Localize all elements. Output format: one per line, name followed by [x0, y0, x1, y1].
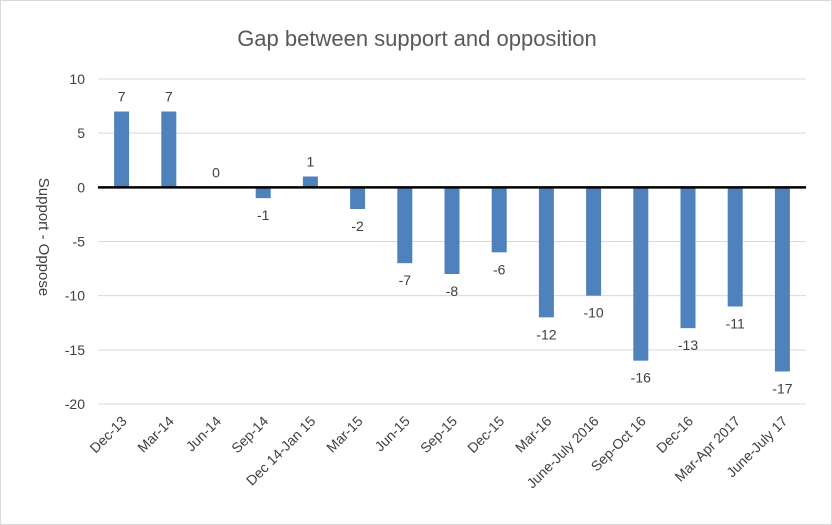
x-tick-label: Sep-14: [228, 413, 271, 456]
bar: [680, 187, 696, 329]
chart-title: Gap between support and opposition: [237, 26, 597, 51]
data-label: -16: [631, 370, 651, 386]
data-label: -11: [726, 316, 745, 332]
data-label: -6: [493, 261, 506, 277]
x-tick-label: Mar-16: [512, 413, 555, 456]
bar: [114, 111, 130, 188]
bar: [302, 176, 318, 188]
x-tick-label: Dec-13: [86, 413, 129, 456]
data-label: 7: [165, 89, 173, 105]
bar: [491, 187, 507, 253]
x-tick-label: Dec-16: [653, 413, 696, 456]
bar: [255, 187, 271, 199]
bar: [727, 187, 743, 307]
x-tick-label: Mar-14: [134, 413, 177, 456]
data-label: 1: [307, 154, 315, 170]
x-tick-label: Jun-14: [183, 413, 225, 455]
y-tick-label: -20: [65, 396, 85, 412]
data-label: -13: [678, 337, 698, 353]
y-tick-label: 5: [77, 125, 85, 141]
data-label: -2: [351, 218, 364, 234]
data-label: -8: [446, 283, 459, 299]
bar: [444, 187, 460, 274]
data-label: -10: [583, 305, 603, 321]
data-label: 7: [118, 89, 126, 105]
bar: [586, 187, 602, 296]
y-tick-label: -5: [73, 234, 86, 250]
data-label: -12: [536, 326, 556, 342]
bar: [774, 187, 790, 372]
data-labels: 7 70-11-2-7-8-6-12-10-16-13-11-17: [118, 89, 793, 397]
bar: [538, 187, 554, 318]
y-tick-label: 10: [69, 71, 85, 87]
bar: [397, 187, 413, 264]
y-tick-labels: 10 5 0 -5 -10 -15 -20: [65, 71, 85, 412]
y-tick-label: -15: [65, 342, 85, 358]
bar: [350, 187, 366, 209]
data-label: 0: [212, 164, 220, 180]
y-tick-label: 0: [77, 179, 85, 195]
x-tick-label: Jun-15: [371, 413, 413, 455]
y-axis-label: Support - Oppose: [35, 178, 52, 296]
y-tick-label: -10: [65, 288, 85, 304]
bar-series: [114, 111, 790, 372]
data-label: -1: [257, 207, 270, 223]
x-tick-label: Mar-15: [323, 413, 366, 456]
bar: [633, 187, 649, 361]
x-tick-label: Sep-15: [417, 413, 460, 456]
data-label: -17: [772, 381, 792, 397]
x-tick-label: Dec-15: [464, 413, 507, 456]
bar: [161, 111, 177, 188]
data-label: -7: [399, 272, 412, 288]
